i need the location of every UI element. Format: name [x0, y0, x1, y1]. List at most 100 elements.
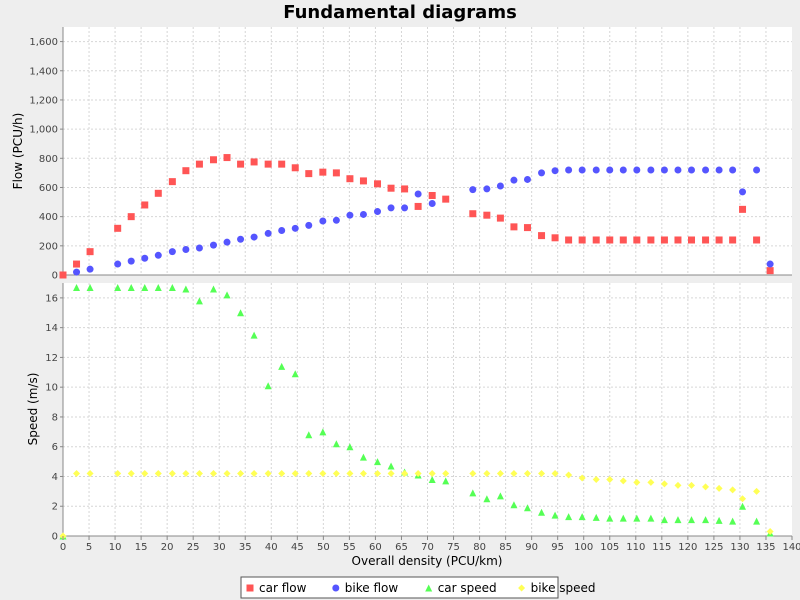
data-point	[195, 297, 203, 305]
data-point	[428, 469, 436, 477]
data-point	[346, 211, 354, 219]
data-point	[374, 208, 382, 216]
data-point	[565, 513, 573, 521]
data-point	[291, 469, 299, 477]
data-point	[753, 236, 761, 244]
data-point	[739, 495, 747, 503]
data-point	[346, 443, 354, 451]
data-point	[523, 224, 531, 232]
data-point	[278, 469, 286, 477]
x-tick-label: 130	[730, 542, 749, 553]
y-tick-label: 2	[52, 502, 58, 513]
legend: car flow bike flow car speed bike speed	[240, 576, 596, 599]
data-point	[469, 210, 477, 218]
data-point	[578, 474, 586, 482]
y-tick-label: 6	[52, 442, 58, 453]
data-point	[387, 462, 395, 470]
series-car-speed	[59, 283, 774, 540]
data-point	[182, 167, 190, 175]
data-point	[346, 175, 354, 183]
data-point	[332, 440, 340, 448]
data-point	[565, 471, 573, 479]
data-point	[209, 241, 217, 249]
data-point	[291, 370, 299, 378]
data-point	[551, 511, 559, 519]
data-point	[510, 223, 518, 231]
y-tick-label: 400	[39, 212, 58, 223]
data-point	[127, 283, 135, 291]
data-point	[168, 283, 176, 291]
chart-title: Fundamental diagrams	[283, 2, 517, 23]
data-point	[729, 486, 737, 494]
data-point	[127, 213, 135, 221]
data-point	[496, 214, 504, 222]
y-tick-label: 1,200	[29, 95, 58, 106]
data-point	[332, 169, 340, 177]
data-point	[674, 481, 682, 489]
data-point	[753, 166, 761, 174]
data-point	[154, 469, 162, 477]
data-point	[195, 244, 203, 252]
data-point	[578, 166, 586, 174]
data-point	[633, 514, 641, 522]
x-tick-label: 110	[626, 542, 645, 553]
legend-item: bike flow	[332, 581, 398, 595]
x-tick-label: 105	[600, 542, 619, 553]
data-point	[223, 238, 231, 246]
data-point	[766, 260, 774, 268]
data-point	[374, 180, 382, 188]
data-point	[523, 175, 531, 183]
data-point	[510, 501, 518, 509]
legend-box	[240, 576, 559, 599]
data-point	[86, 248, 94, 256]
data-point	[73, 469, 81, 477]
legend-item: bike speed	[518, 581, 596, 595]
data-point	[237, 309, 245, 317]
x-tick-label: 100	[574, 542, 593, 553]
data-point	[209, 285, 217, 293]
y-tick-label: 800	[39, 154, 58, 165]
data-point	[523, 469, 531, 477]
data-point	[565, 236, 573, 244]
data-point	[538, 508, 546, 516]
data-point	[551, 469, 559, 477]
data-point	[264, 469, 272, 477]
data-point	[753, 517, 761, 525]
data-point	[496, 182, 504, 190]
data-point	[73, 283, 81, 291]
series-car-flow	[59, 154, 774, 279]
data-point	[250, 331, 258, 339]
series-bike-flow	[73, 166, 774, 276]
data-point	[469, 489, 477, 497]
data-point	[278, 160, 286, 168]
data-point	[319, 168, 327, 176]
data-point	[442, 195, 450, 203]
flow-plot: 0 200 400 600 800 1,000 1,200 1,400 1,600 Flow (…	[11, 27, 792, 282]
data-point	[739, 188, 747, 196]
x-tick-label: 30	[213, 542, 226, 553]
data-point	[346, 469, 354, 477]
data-point	[592, 236, 600, 244]
data-point	[237, 469, 245, 477]
data-point	[86, 283, 94, 291]
data-point	[715, 516, 723, 524]
data-point	[359, 210, 367, 218]
data-point	[565, 166, 573, 174]
y-tick-label: 8	[52, 412, 58, 423]
data-point	[237, 235, 245, 243]
data-point	[606, 166, 614, 174]
data-point	[223, 469, 231, 477]
data-point	[86, 265, 94, 273]
y-tick-label: 12	[45, 353, 58, 364]
x-tick-label: 55	[343, 542, 356, 553]
data-point	[250, 158, 258, 166]
data-point	[633, 236, 641, 244]
data-point	[209, 469, 217, 477]
y-tick-label: 1,000	[29, 125, 58, 136]
data-point	[141, 254, 149, 262]
data-point	[401, 185, 409, 193]
data-point	[359, 177, 367, 185]
data-point	[619, 166, 627, 174]
data-point	[59, 271, 67, 279]
